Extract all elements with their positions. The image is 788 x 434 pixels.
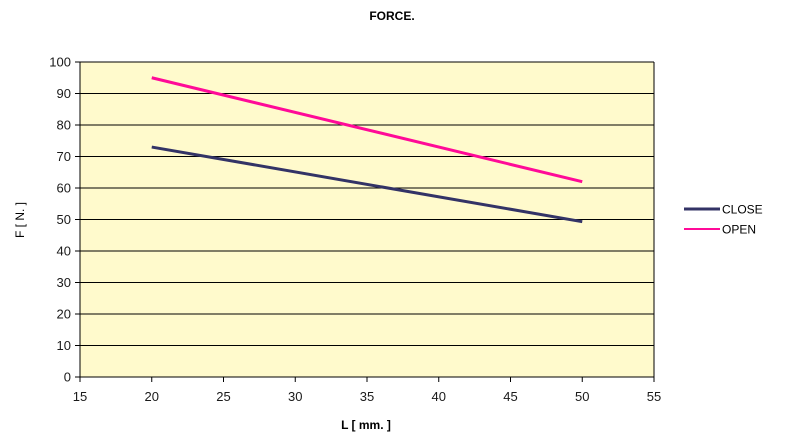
y-tick-labels: 0 10 20 30 40 50 60 70 80 90 100 <box>49 55 71 385</box>
legend-label-close: CLOSE <box>722 203 763 217</box>
x-tick-label-15: 15 <box>73 389 87 404</box>
x-tick-label-25: 25 <box>216 389 230 404</box>
y-tick-label-70: 70 <box>57 149 71 164</box>
y-tick-label-100: 100 <box>49 55 71 70</box>
series-lines <box>151 76 583 224</box>
y-axis-label: F [ N. ] <box>13 202 27 238</box>
y-tick-label-60: 60 <box>57 181 71 196</box>
x-tick-label-55: 55 <box>647 389 661 404</box>
x-axis-label: L [ mm. ] <box>341 418 391 432</box>
legend-label-open: OPEN <box>722 223 756 237</box>
y-tick-label-50: 50 <box>57 212 71 227</box>
series-line-open <box>151 76 583 184</box>
x-tick-label-45: 45 <box>503 389 517 404</box>
gridlines <box>80 61 654 378</box>
y-tick-label-10: 10 <box>57 338 71 353</box>
x-tick-label-50: 50 <box>575 389 589 404</box>
y-tick-label-20: 20 <box>57 307 71 322</box>
x-tick-labels: 15 20 25 30 35 40 45 50 55 <box>73 389 661 404</box>
x-tick-label-30: 30 <box>288 389 302 404</box>
y-tick-label-30: 30 <box>57 275 71 290</box>
axes <box>75 61 655 382</box>
series-line-close <box>151 145 583 224</box>
chart-title: FORCE. <box>369 9 414 23</box>
x-tick-label-35: 35 <box>360 389 374 404</box>
legend: CLOSE OPEN <box>684 203 763 237</box>
x-tick-label-40: 40 <box>432 389 446 404</box>
y-tick-label-90: 90 <box>57 86 71 101</box>
x-tick-label-20: 20 <box>145 389 159 404</box>
y-tick-label-80: 80 <box>57 118 71 133</box>
y-tick-label-0: 0 <box>64 370 71 385</box>
y-tick-label-40: 40 <box>57 244 71 259</box>
